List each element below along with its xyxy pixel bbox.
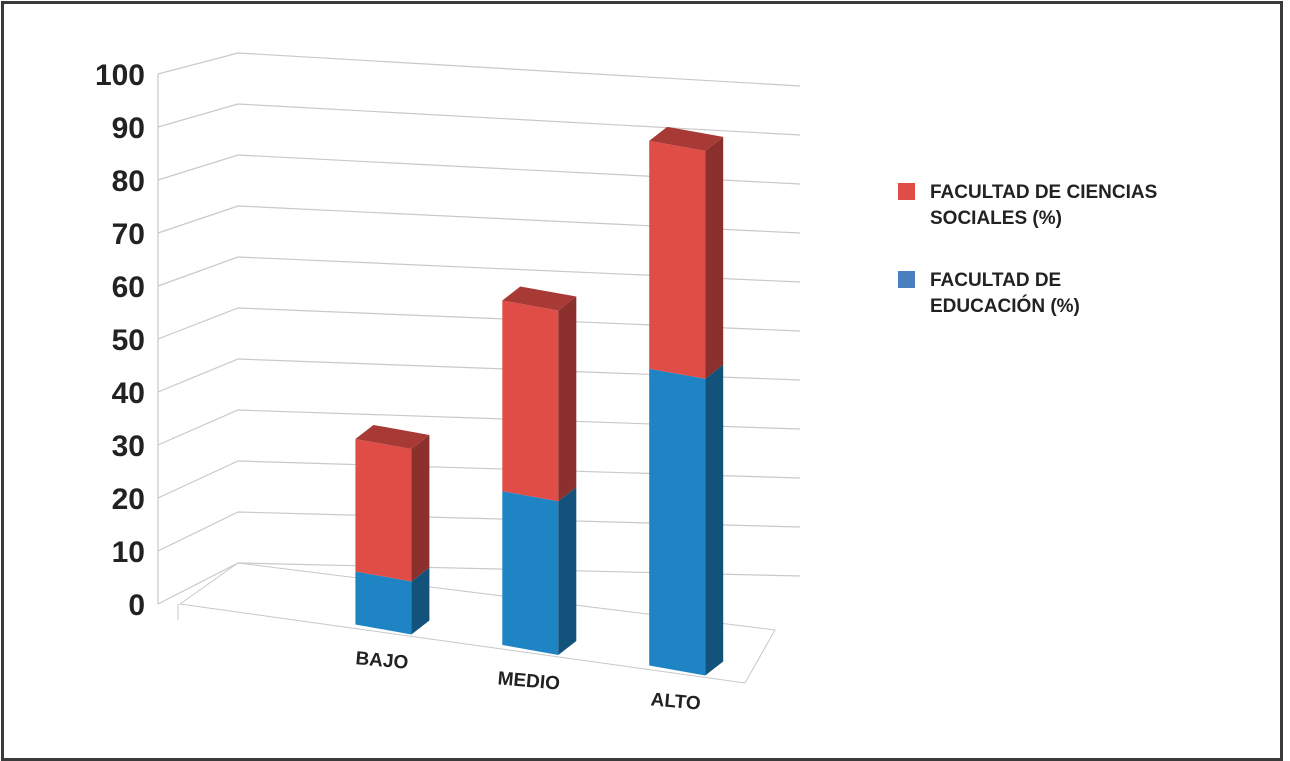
bars xyxy=(355,126,724,676)
gridline xyxy=(157,307,801,340)
bar-segment xyxy=(355,438,412,582)
bar-segment-side xyxy=(705,364,724,676)
bar-segment-side xyxy=(558,487,577,655)
legend-label: FACULTAD DE CIENCIAS xyxy=(930,182,1157,203)
legend-swatch xyxy=(898,183,915,200)
gridline xyxy=(157,154,801,185)
bar-segment xyxy=(649,140,706,379)
y-tick-label: 60 xyxy=(112,271,145,304)
bar-segment xyxy=(502,300,559,502)
y-tick-label: 80 xyxy=(112,165,145,198)
bar-segment-side xyxy=(411,434,430,582)
bar-segment-side xyxy=(558,296,577,502)
legend: FACULTAD DE CIENCIAS SOCIALES (%) FACULTAD… xyxy=(898,182,1157,317)
gridline xyxy=(157,256,801,287)
gridline xyxy=(157,460,801,499)
y-tick-label: 0 xyxy=(128,589,145,622)
y-tick-labels: 0 10 20 30 40 50 60 70 80 90 100 xyxy=(95,59,145,622)
gridline xyxy=(157,52,801,87)
y-tick-label: 90 xyxy=(112,112,145,145)
x-tick-label: MEDIO xyxy=(497,668,561,694)
gridline xyxy=(157,103,801,136)
bar-segment-side xyxy=(411,567,430,635)
y-tick-label: 100 xyxy=(95,59,145,92)
category-labels: BAJO MEDIO ALTO xyxy=(355,648,702,714)
gridline xyxy=(157,562,801,605)
x-tick-label: BAJO xyxy=(355,648,409,674)
bar-top xyxy=(502,286,577,311)
gridline xyxy=(157,511,801,552)
bar-segment xyxy=(502,491,559,655)
gridline xyxy=(157,358,801,393)
axes xyxy=(157,74,179,620)
legend-label: SOCIALES (%) xyxy=(930,208,1062,229)
bar-top xyxy=(355,424,430,449)
legend-label: FACULTAD DE xyxy=(930,270,1061,291)
legend-label: EDUCACIÓN (%) xyxy=(930,295,1080,317)
y-tick-label: 30 xyxy=(112,430,145,463)
floor-outline xyxy=(178,562,776,684)
y-tick-label: 20 xyxy=(112,483,145,516)
y-tick-label: 70 xyxy=(112,218,145,251)
bar-top xyxy=(649,126,724,151)
bar-segment xyxy=(355,571,412,635)
bar-segment xyxy=(649,368,706,676)
y-tick-label: 50 xyxy=(112,324,145,357)
x-tick-label: ALTO xyxy=(650,689,702,714)
gridlines xyxy=(157,52,801,684)
legend-swatch xyxy=(898,271,915,288)
y-tick-label: 10 xyxy=(112,536,145,569)
gridline xyxy=(157,409,801,446)
bar-segment-side xyxy=(705,136,724,379)
y-tick-label: 40 xyxy=(112,377,145,410)
gridline xyxy=(157,205,801,234)
